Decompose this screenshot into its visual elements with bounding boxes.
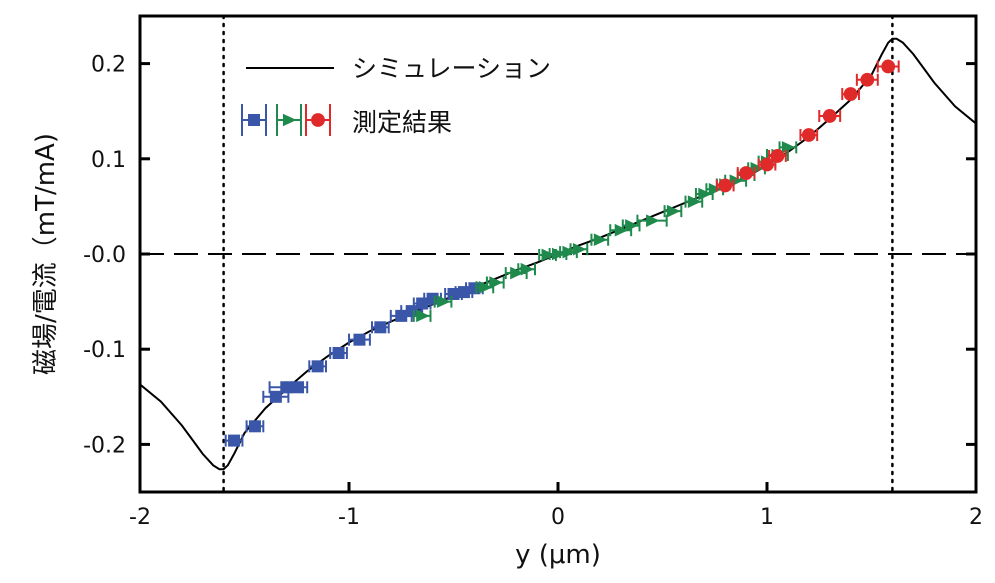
marker-triangle-right bbox=[666, 204, 681, 218]
marker-square bbox=[290, 381, 303, 394]
legend-marker-circle bbox=[305, 104, 331, 136]
data-point-triangle-right bbox=[485, 276, 505, 289]
marker-triangle-right bbox=[614, 223, 629, 237]
marker-circle bbox=[770, 149, 785, 163]
data-layer bbox=[224, 59, 900, 447]
x-tick-label: -2 bbox=[129, 505, 151, 530]
marker-triangle-right bbox=[708, 182, 723, 196]
legend-marker-shape bbox=[311, 113, 325, 127]
y-axis-title: 磁場/電流（mT/mA) bbox=[31, 133, 61, 375]
y-tick-label: -0.2 bbox=[83, 433, 126, 458]
marker-circle bbox=[860, 72, 875, 87]
plot-area bbox=[140, 14, 976, 494]
data-point-square bbox=[329, 347, 348, 360]
marker-square bbox=[447, 287, 460, 300]
marker-triangle-right bbox=[562, 245, 576, 259]
marker-triangle-right bbox=[646, 214, 660, 227]
data-point-triangle-right bbox=[412, 309, 432, 323]
legend-label-measurement: 測定結果 bbox=[352, 108, 452, 137]
data-point-circle bbox=[818, 109, 842, 123]
data-point-triangle-right bbox=[590, 233, 610, 247]
data-point-triangle-right bbox=[433, 295, 453, 308]
data-point-square bbox=[245, 420, 265, 433]
y-tick-label: -0.1 bbox=[83, 338, 126, 363]
data-point-circle bbox=[715, 178, 735, 193]
data-point-circle bbox=[841, 87, 860, 101]
legend-label-simulation: シミュレーション bbox=[352, 54, 551, 83]
marker-triangle-right bbox=[489, 276, 503, 289]
legend: シミュレーション 測定結果 bbox=[241, 54, 551, 137]
data-point-square bbox=[370, 321, 390, 334]
marker-triangle-right bbox=[437, 295, 451, 308]
legend-marker-group bbox=[241, 104, 331, 136]
data-point-square bbox=[285, 381, 309, 394]
y-tick-label: 0.1 bbox=[91, 148, 126, 173]
marker-triangle-right bbox=[552, 247, 566, 261]
marker-square bbox=[332, 347, 345, 360]
legend-marker-shape bbox=[283, 113, 297, 127]
data-point-triangle-right bbox=[636, 214, 668, 227]
data-point-triangle-right bbox=[517, 262, 537, 276]
marker-triangle-right bbox=[541, 248, 556, 262]
data-point-square bbox=[348, 333, 371, 346]
marker-triangle-right bbox=[520, 262, 535, 276]
marker-triangle-right bbox=[478, 281, 493, 294]
x-tick-label: 1 bbox=[760, 505, 774, 530]
marker-triangle-right bbox=[698, 187, 712, 201]
marker-circle bbox=[843, 87, 858, 101]
legend-marker-triangle-right bbox=[276, 104, 302, 136]
data-point-circle bbox=[876, 59, 900, 74]
x-tick-label: -1 bbox=[338, 505, 360, 530]
marker-triangle-right bbox=[687, 195, 702, 208]
marker-triangle-right bbox=[416, 309, 430, 323]
marker-square bbox=[426, 292, 439, 305]
marker-square bbox=[269, 390, 282, 403]
marker-square bbox=[248, 420, 261, 433]
data-point-circle bbox=[757, 157, 777, 172]
marker-square bbox=[374, 321, 387, 334]
data-point-circle bbox=[799, 128, 819, 142]
data-point-triangle-right bbox=[569, 242, 589, 256]
marker-circle bbox=[822, 109, 837, 123]
data-point-circle bbox=[768, 149, 787, 163]
axis-ticks: -2 -1 0 1 2 -0.2 -0.1 -0.0 0.1 0.2 bbox=[83, 53, 983, 530]
data-point-square bbox=[224, 434, 244, 447]
marker-circle bbox=[739, 166, 753, 180]
x-axis-title: y (μm) bbox=[515, 540, 601, 570]
x-tick-label: 2 bbox=[969, 505, 983, 530]
marker-triangle-right bbox=[510, 266, 524, 280]
marker-circle bbox=[718, 178, 733, 193]
data-point-square bbox=[262, 390, 290, 403]
marker-circle bbox=[760, 157, 774, 172]
legend-marker-square bbox=[241, 104, 267, 136]
data-point-triangle-right bbox=[663, 204, 683, 218]
y-tick-label: 0.2 bbox=[91, 53, 126, 78]
x-tick-label: 0 bbox=[551, 505, 565, 530]
marker-circle bbox=[881, 59, 896, 74]
data-point-circle bbox=[736, 166, 756, 180]
marker-square bbox=[353, 333, 366, 346]
data-point-circle bbox=[855, 72, 879, 87]
y-tick-label: -0.0 bbox=[83, 243, 126, 268]
legend-marker-shape bbox=[248, 114, 260, 126]
marker-circle bbox=[801, 128, 816, 142]
marker-triangle-right bbox=[572, 242, 587, 256]
marker-square bbox=[228, 434, 241, 447]
marker-triangle-right bbox=[593, 233, 608, 247]
marker-square bbox=[311, 360, 324, 373]
marker-triangle-right bbox=[625, 219, 639, 232]
data-point-square bbox=[308, 360, 328, 373]
